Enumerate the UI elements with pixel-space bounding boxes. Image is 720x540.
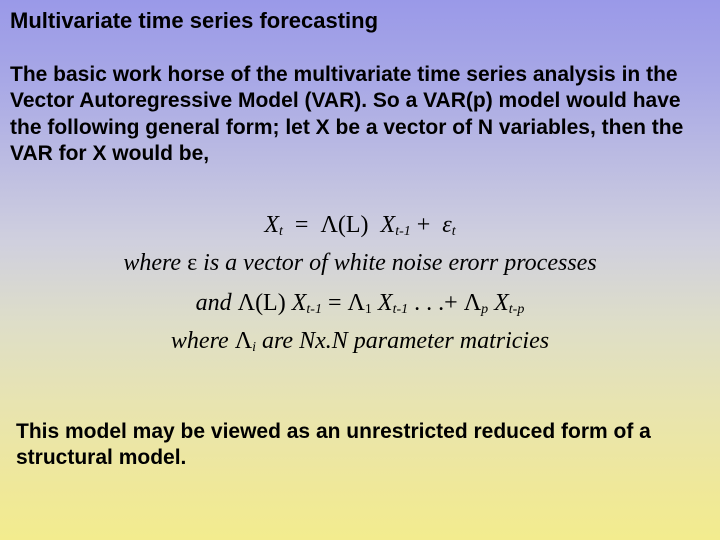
sym-eq: = — [295, 212, 309, 238]
intro-paragraph: The basic work horse of the multivariate… — [10, 62, 710, 167]
slide-title: Multivariate time series forecasting — [10, 8, 710, 34]
sub-tm1d: t-1 — [393, 302, 409, 317]
sym-eps2: ε — [187, 250, 197, 276]
equation-4: where Λi are Nx.N parameter matricies — [10, 323, 710, 359]
sub-1: 1 — [365, 302, 372, 317]
sym-plus2: . . .+ — [408, 290, 464, 316]
sym-plus: + — [417, 212, 431, 238]
sym-X2: X — [381, 212, 396, 238]
math-block: Xt = Λ(L) Xt-1 + εt where ε is a vector … — [10, 207, 710, 359]
sym-Lambda: Λ — [320, 212, 337, 238]
and-prefix: and — [196, 290, 238, 316]
equation-2: where ε is a vector of white noise erorr… — [10, 245, 710, 281]
sym-X: X — [264, 212, 279, 238]
where-prefix-2: where — [171, 328, 235, 354]
sub-t2: t — [452, 224, 456, 239]
sym-LambdaL: Λ — [238, 290, 255, 316]
equation-1: Xt = Λ(L) Xt-1 + εt — [10, 207, 710, 243]
sym-eps: ε — [442, 212, 451, 238]
equation-3: and Λ(L) Xt-1 = Λ1 Xt-1 . . .+ Λp Xt-p — [10, 285, 710, 321]
sym-X5: X — [488, 290, 509, 316]
sym-L: (L) — [338, 212, 369, 238]
where-rest: is a vector of white noise erorr process… — [197, 250, 597, 276]
sub-tm1: t-1 — [395, 224, 411, 239]
sym-L2: (L) — [255, 290, 292, 316]
where-rest-2: are Nx.N parameter matricies — [256, 328, 549, 354]
sym-Lambda-i: Λ — [235, 328, 252, 354]
sym-Lambda1: Λ — [348, 290, 365, 316]
closing-paragraph: This model may be viewed as an unrestric… — [10, 419, 710, 472]
sym-X3: X — [292, 290, 307, 316]
sub-t: t — [279, 224, 283, 239]
sym-eq2: = — [322, 290, 348, 316]
sym-Lambdap: Λ — [464, 290, 481, 316]
sym-X4: X — [372, 290, 393, 316]
sub-tm1c: t-1 — [306, 302, 322, 317]
sub-tmp: t-p — [509, 302, 525, 317]
where-prefix: where — [123, 250, 187, 276]
